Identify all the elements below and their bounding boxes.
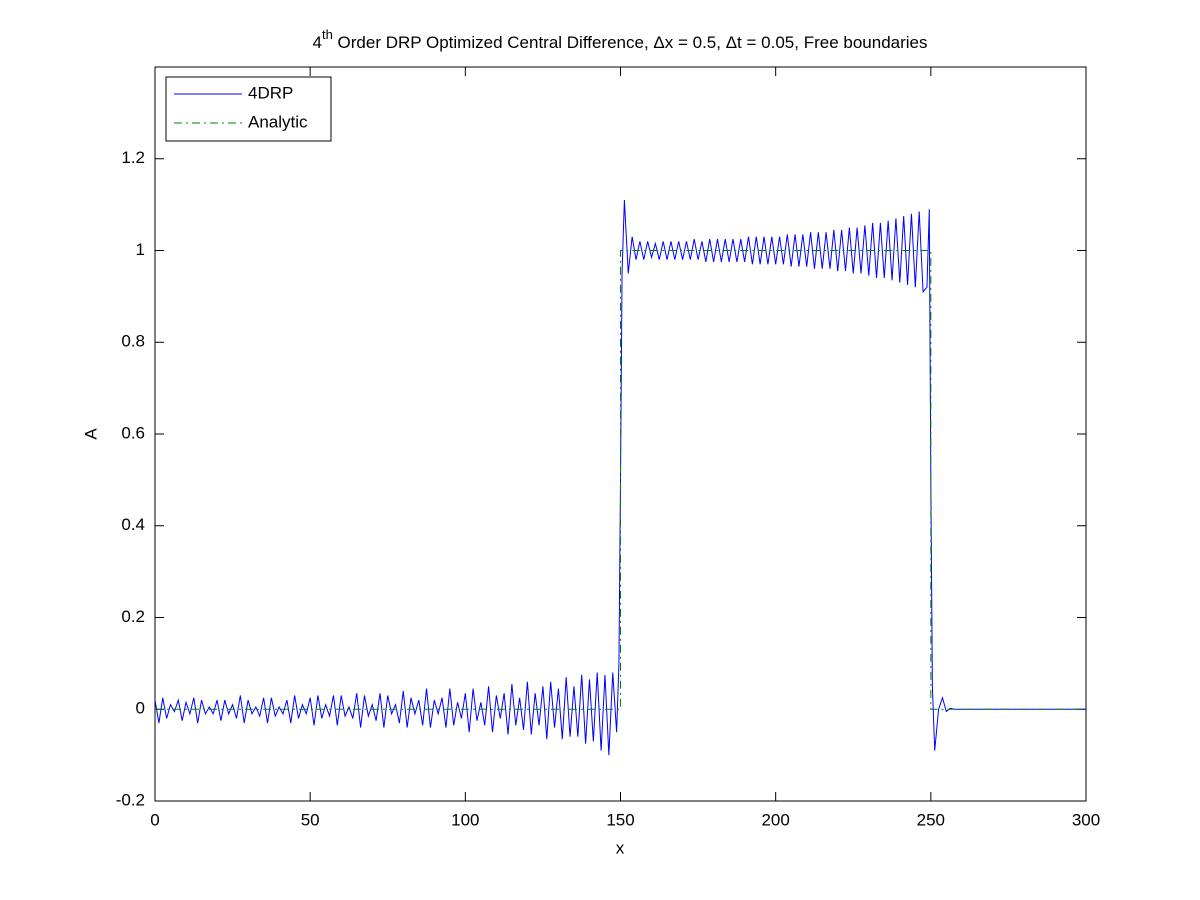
y-tick-label: 0.8 xyxy=(121,332,145,351)
legend-box xyxy=(165,76,332,142)
x-tick-label: 0 xyxy=(150,810,159,829)
title-part: Order DRP Optimized Central Difference, … xyxy=(333,33,928,52)
y-tick-label: 0.4 xyxy=(121,515,145,534)
legend: 4DRP Analytic xyxy=(165,76,332,142)
x-tick-label: 250 xyxy=(917,810,945,829)
x-tick-label: 100 xyxy=(451,810,479,829)
y-tick-label: -0.2 xyxy=(116,790,145,809)
title-part: 4 xyxy=(312,33,321,52)
legend-label: Analytic xyxy=(248,112,308,131)
series-line xyxy=(154,200,1086,756)
x-axis-label: x xyxy=(616,838,625,857)
y-tick-label: 0.6 xyxy=(121,423,145,442)
x-tick-label: 200 xyxy=(761,810,789,829)
title-superscript: th xyxy=(322,27,333,42)
y-tick-label: 0 xyxy=(136,699,145,718)
x-tick-label: 150 xyxy=(606,810,634,829)
x-tick-label: 50 xyxy=(301,810,320,829)
y-tick-label: 0.2 xyxy=(121,607,145,626)
chart-title: 4th Order DRP Optimized Central Differen… xyxy=(312,27,927,52)
y-tick-label: 1 xyxy=(136,240,145,259)
y-tick-label: 1.2 xyxy=(121,148,145,167)
x-tick-label: 300 xyxy=(1072,810,1100,829)
y-axis-label: A xyxy=(81,428,100,440)
legend-label: 4DRP xyxy=(248,83,293,102)
